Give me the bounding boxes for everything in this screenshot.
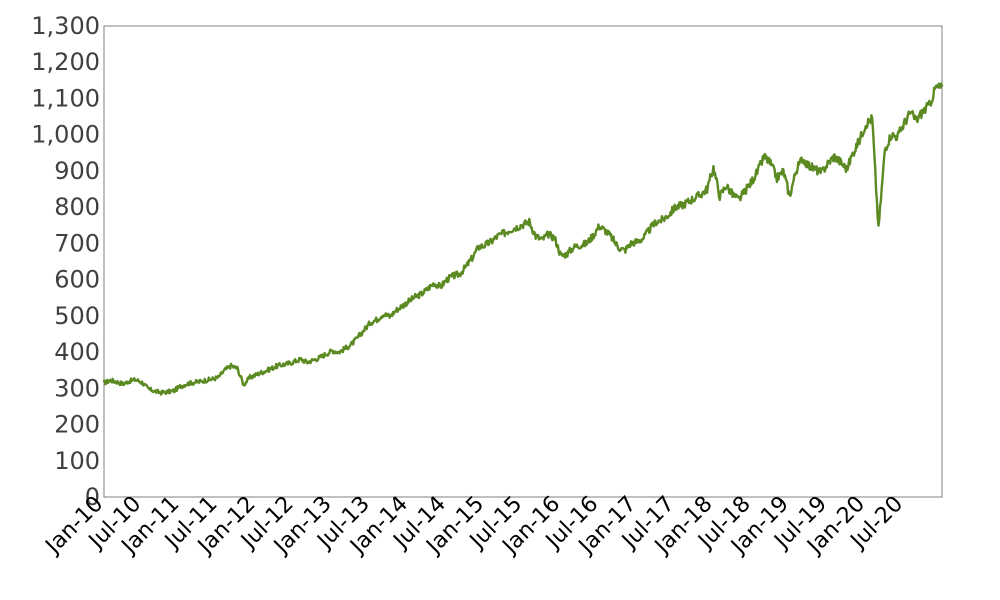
y-tick-label: 400 xyxy=(54,338,100,366)
y-tick-label: 1,300 xyxy=(31,12,100,40)
y-tick-label: 300 xyxy=(54,374,100,402)
y-tick-label: 1,100 xyxy=(31,84,100,112)
x-axis-tick-labels: Jan-10Jul-10Jan-11Jul-11Jan-12Jul-12Jan-… xyxy=(40,492,908,560)
y-tick-label: 0 xyxy=(85,483,100,511)
y-tick-label: 700 xyxy=(54,229,100,257)
y-tick-label: 600 xyxy=(54,266,100,294)
y-tick-label: 1,200 xyxy=(31,48,100,76)
y-axis-tick-labels: 0 100 200 300 400 500 600 700 800 900 1,000 1,100 1,… xyxy=(31,12,100,511)
y-tick-label: 900 xyxy=(54,157,100,185)
y-tick-label: 200 xyxy=(54,411,100,439)
y-tick-label: 500 xyxy=(54,302,100,330)
y-tick-label: 100 xyxy=(54,447,100,475)
data-series-line xyxy=(102,82,944,396)
plot-area xyxy=(103,25,943,498)
y-tick-label: 800 xyxy=(54,193,100,221)
y-tick-label: 1,000 xyxy=(31,121,100,149)
